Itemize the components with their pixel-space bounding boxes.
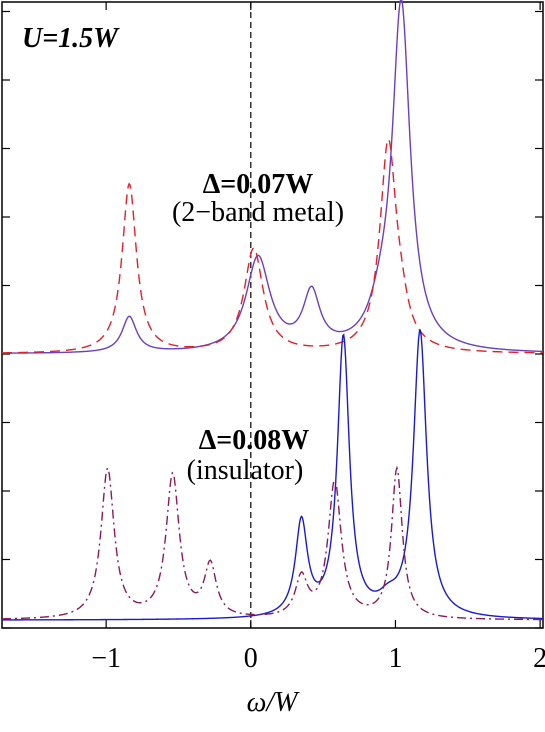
curves-group <box>1 0 544 621</box>
bottom-axis-ticks <box>105 2 541 628</box>
x-tick-label-3: 2 <box>533 643 545 674</box>
series-line-metal-dashed <box>1 138 544 354</box>
metal-description-label: (2−band metal) <box>172 197 344 228</box>
plot-frame <box>1 1 544 629</box>
x-axis-label: ω/W <box>247 687 301 718</box>
left-axis-ticks <box>2 10 10 629</box>
series-line-metal-solid <box>2 0 544 354</box>
series-line-insulator-solid <box>2 328 544 621</box>
u-label: U=1.5W <box>22 23 120 54</box>
x-tick-labels: −1 0 1 2 <box>91 643 545 674</box>
metal-delta-label: Δ=0.07W <box>203 169 314 200</box>
x-tick-label-1: 0 <box>244 643 258 674</box>
insulator-description-label: (insulator) <box>187 455 304 486</box>
right-axis-ticks <box>535 10 543 629</box>
x-tick-label-2: 1 <box>388 643 402 674</box>
series-line-insulator-dashdot <box>1 465 544 621</box>
insulator-delta-label: Δ=0.08W <box>199 425 310 456</box>
x-tick-label-0: −1 <box>91 643 121 674</box>
